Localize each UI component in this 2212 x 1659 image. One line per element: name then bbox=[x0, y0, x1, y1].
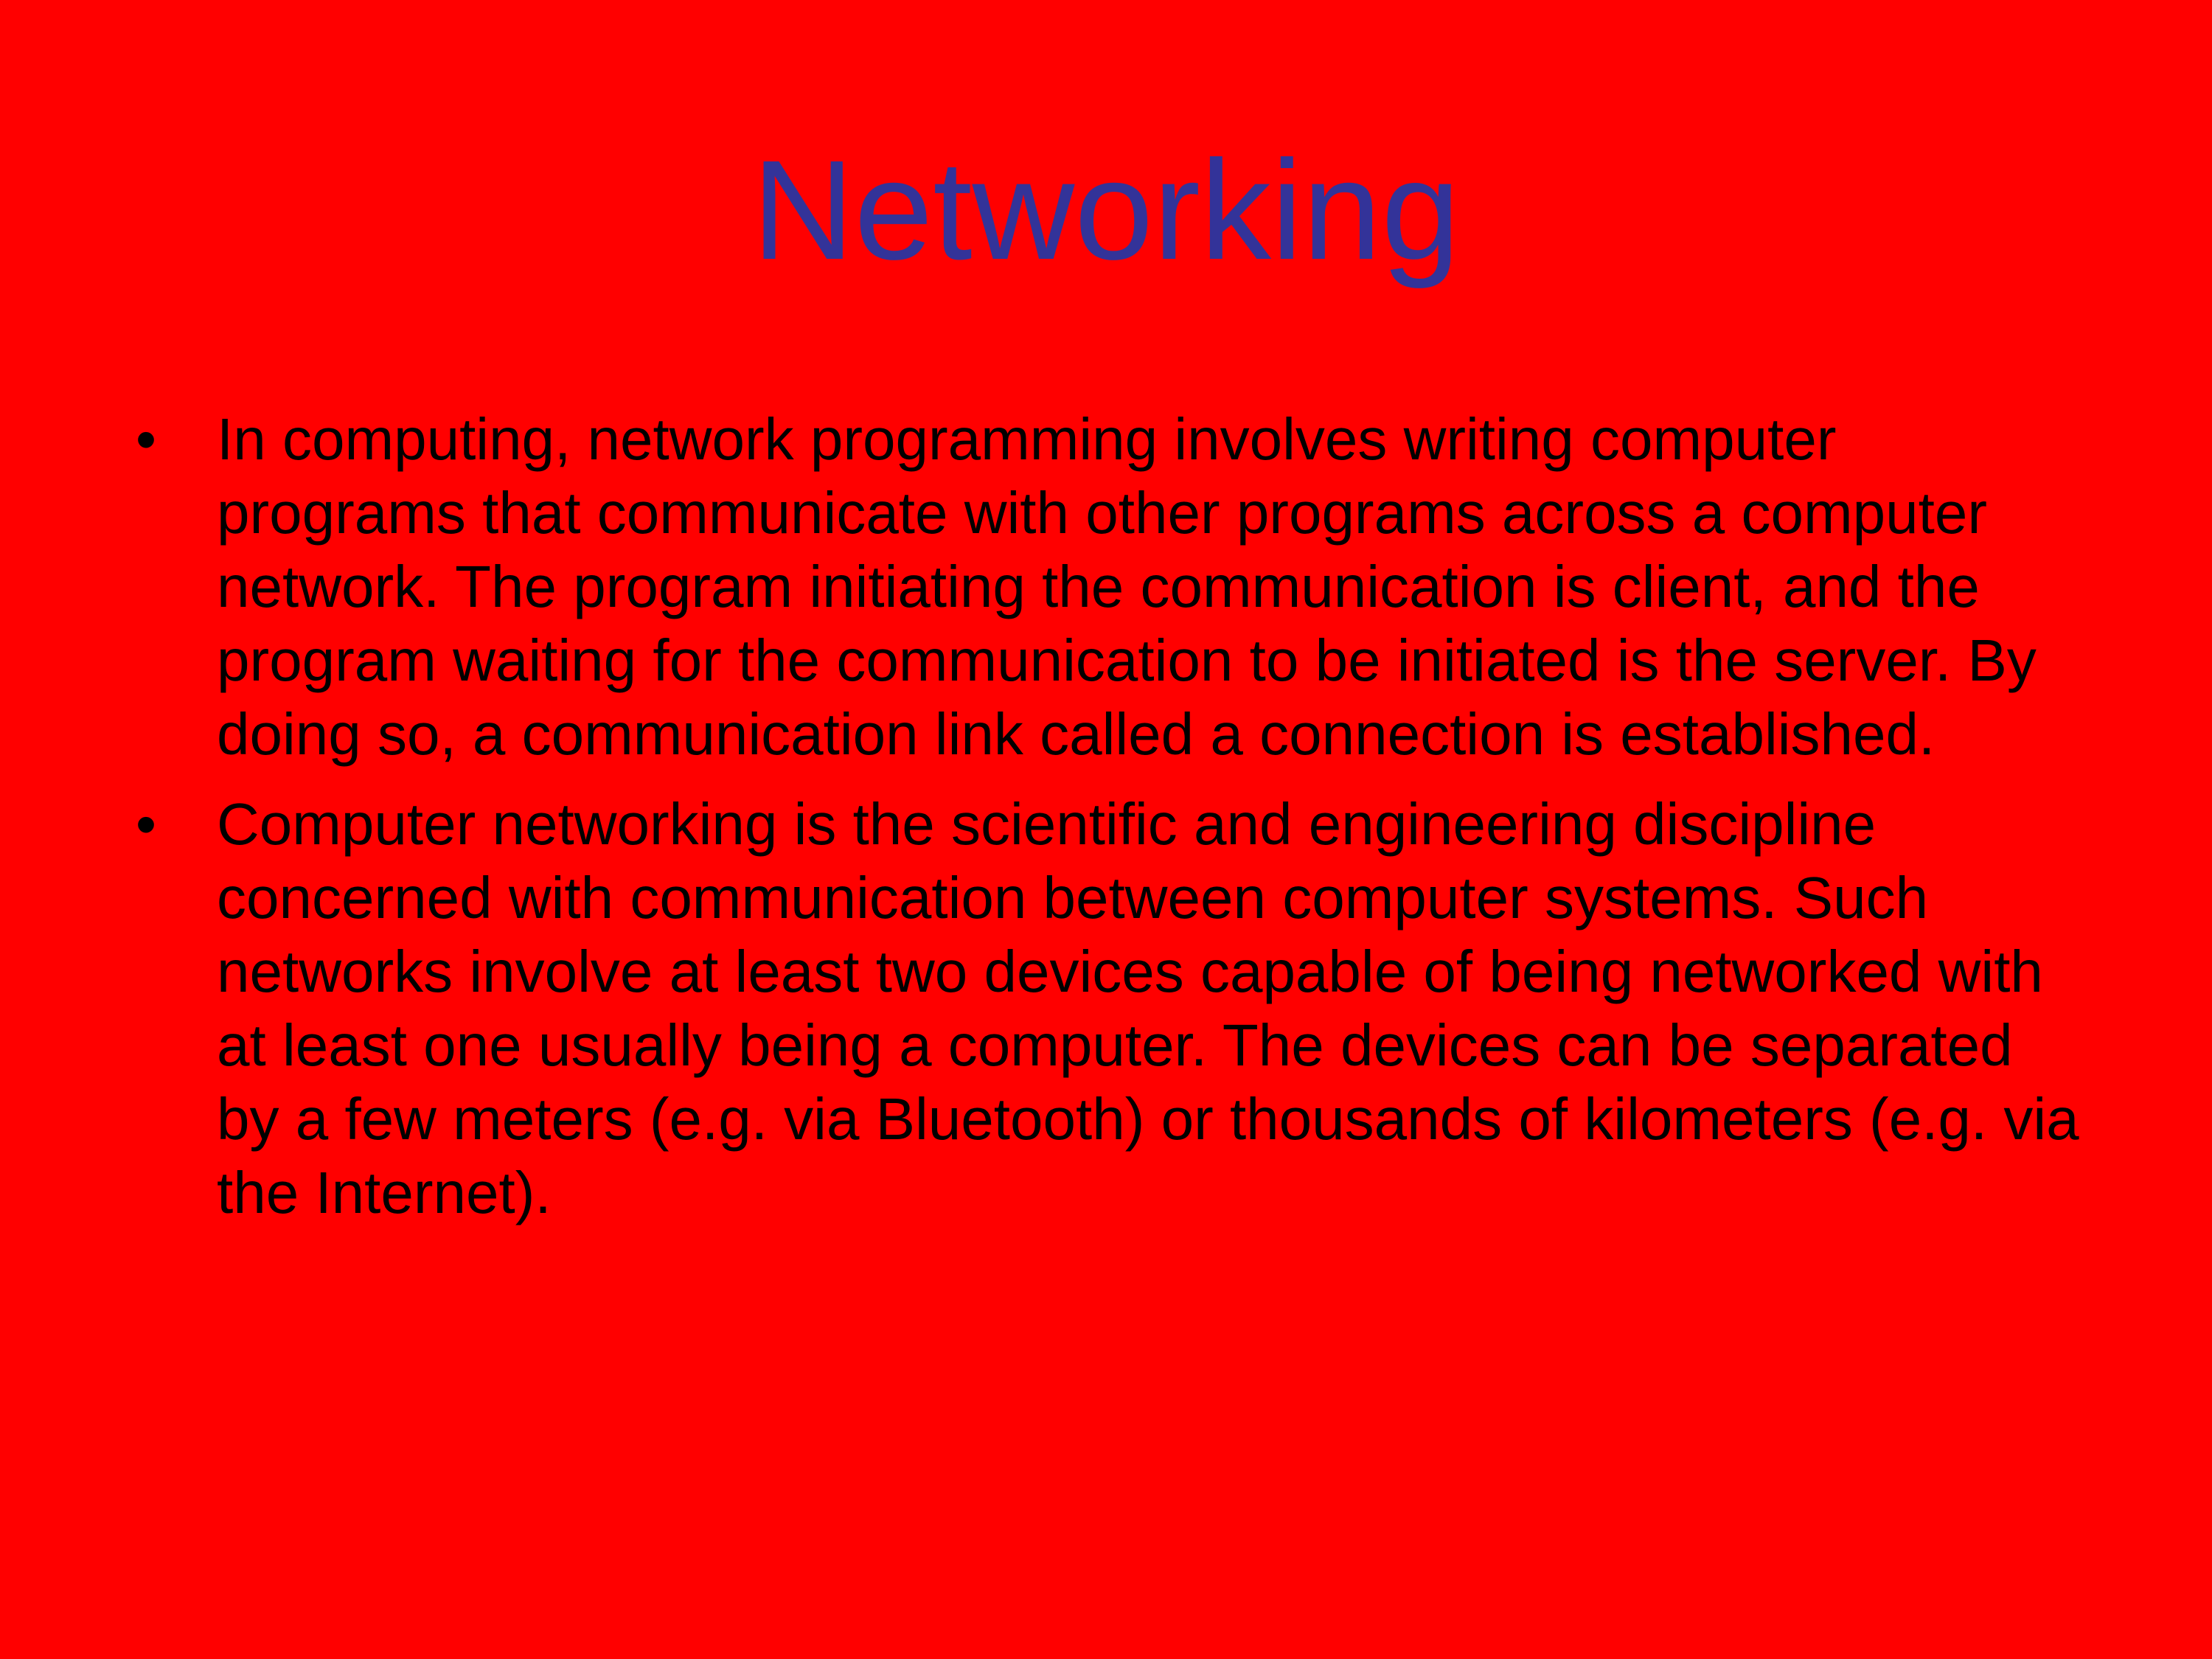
bullet-item: • In computing, network programming invo… bbox=[127, 403, 2088, 771]
bullet-icon: • bbox=[136, 791, 157, 857]
bullet-item: • Computer networking is the scientific … bbox=[127, 787, 2088, 1230]
bullet-list: • In computing, network programming invo… bbox=[127, 403, 2088, 1246]
bullet-icon: • bbox=[136, 406, 157, 472]
bullet-text: Computer networking is the scientific an… bbox=[217, 791, 2079, 1225]
slide-title: Networking bbox=[751, 131, 1461, 289]
bullet-text: In computing, network programming involv… bbox=[217, 406, 2037, 767]
